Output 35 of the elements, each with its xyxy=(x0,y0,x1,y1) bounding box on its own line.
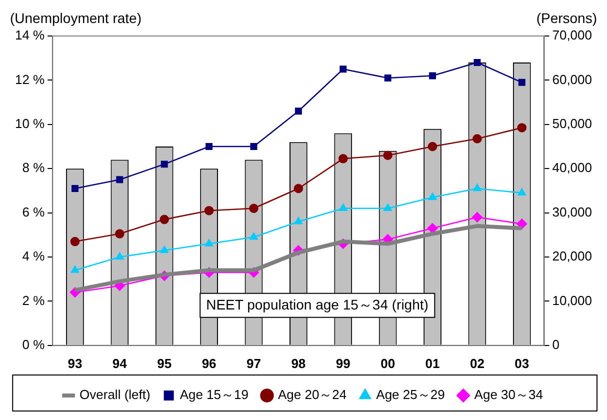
x-tick-label: 98 xyxy=(291,356,306,371)
y-tick-label: 10 % xyxy=(14,116,46,131)
y-tick-label: 6 % xyxy=(22,204,46,220)
y-tick-label: 4 % xyxy=(22,248,46,264)
x-tick-label: 96 xyxy=(202,356,216,371)
x-tick-label: 94 xyxy=(112,356,128,371)
y2-tick-label: 0 xyxy=(552,336,560,352)
y2-axis-title: (Persons) xyxy=(536,10,597,26)
x-tick-label: 99 xyxy=(336,356,350,371)
y2-tick-label: 10,000 xyxy=(552,292,592,308)
legend-label: Age 25～29 xyxy=(376,387,445,402)
y2-tick-label: 70,000 xyxy=(552,28,592,43)
y2-tick-label: 20,000 xyxy=(552,248,592,264)
legend-label: Overall (left) xyxy=(80,387,150,402)
x-tick-label: 95 xyxy=(157,356,172,371)
y2-tick-label: 50,000 xyxy=(552,116,592,131)
y-axis-title: (Unemployment rate) xyxy=(10,10,142,26)
series-label: NEET population age 15～34 (right) xyxy=(206,296,428,312)
y-tick-label: 8 % xyxy=(22,160,46,176)
legend-label: Age 15～19 xyxy=(180,387,248,402)
x-tick-label: 02 xyxy=(470,356,484,371)
y-tick-label: 12 % xyxy=(14,72,46,87)
y-tick-label: 2 % xyxy=(22,292,46,308)
x-tick-label: 93 xyxy=(68,356,82,371)
y-tick-label: 14 % xyxy=(14,28,46,43)
legend-label: Age 20～24 xyxy=(278,387,347,402)
x-tick-label: 00 xyxy=(380,356,396,371)
legend-label: Age 30～34 xyxy=(474,387,543,402)
y-tick-label: 0 % xyxy=(22,336,46,352)
y2-tick-label: 30,000 xyxy=(552,204,592,220)
x-tick-label: 03 xyxy=(514,356,530,371)
x-tick-label: 97 xyxy=(246,356,261,371)
x-tick-label: 01 xyxy=(425,356,440,371)
y2-tick-label: 60,000 xyxy=(552,72,592,87)
y2-tick-label: 40,000 xyxy=(552,160,592,176)
